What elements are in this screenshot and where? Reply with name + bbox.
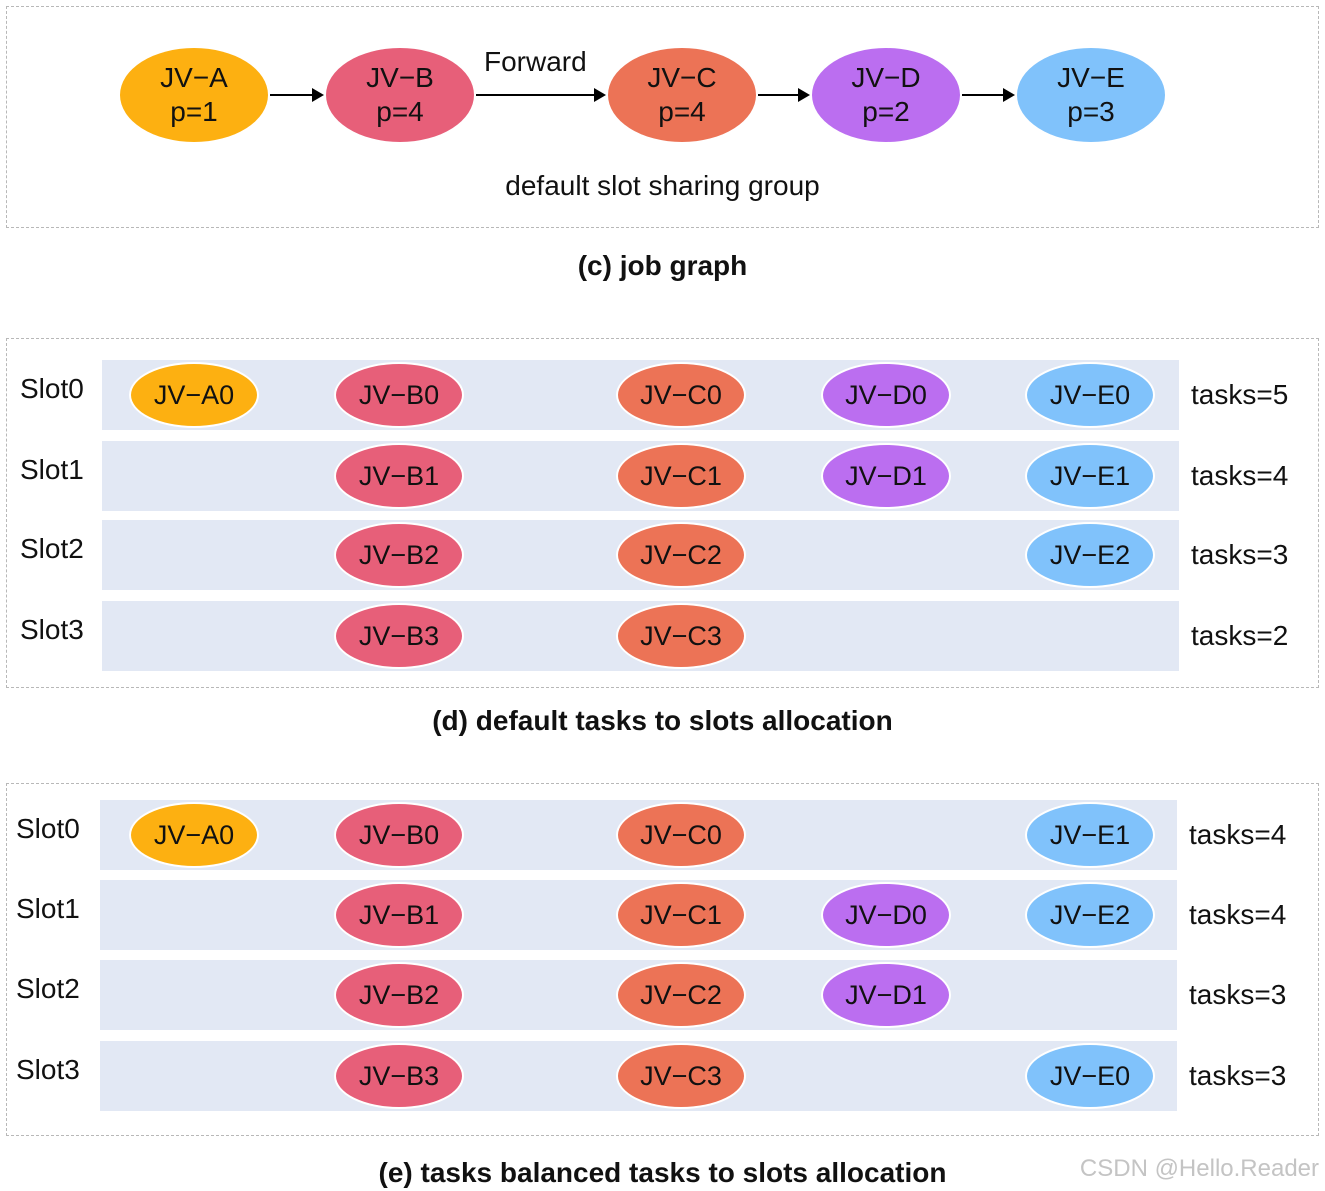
default-allocation-panel [6, 338, 1319, 688]
default-task-count: tasks=2 [1191, 620, 1289, 651]
default-task-count: tasks=3 [1191, 539, 1289, 570]
balanced-task-count: tasks=4 [1189, 899, 1287, 930]
balanced-task-count: tasks=4 [1189, 819, 1287, 850]
default-task-node: JV−B1 [334, 443, 464, 509]
default-task-count: tasks=5 [1191, 379, 1289, 410]
balanced-task-node: JV−B3 [334, 1043, 464, 1109]
balanced-task-count: tasks=3 [1189, 1060, 1287, 1091]
job-vertex-c-parallelism: p=4 [658, 96, 706, 127]
balanced-task-node: JV−D0 [821, 882, 951, 948]
balanced-task-node: JV−B2 [334, 962, 464, 1028]
default-task-node: JV−A0 [129, 362, 259, 428]
default-task-node: JV−B3 [334, 603, 464, 669]
job-vertex-d: JV−D p=2 [812, 48, 960, 142]
job-graph-caption: (c) job graph [577, 250, 748, 281]
balanced-task-node: JV−E0 [1025, 1043, 1155, 1109]
balanced-task-node: JV−C3 [616, 1043, 746, 1109]
default-task-node: JV−D0 [821, 362, 951, 428]
job-vertex-e-parallelism: p=3 [1067, 96, 1115, 127]
job-graph-panel [6, 6, 1319, 228]
edge-d-e-arrow [962, 88, 1015, 102]
balanced-slot-label: Slot3 [16, 1054, 80, 1085]
default-task-node: JV−B2 [334, 522, 464, 588]
job-vertex-c-name: JV−C [647, 62, 717, 93]
default-task-node: JV−E0 [1025, 362, 1155, 428]
default-task-node: JV−E2 [1025, 522, 1155, 588]
balanced-task-node: JV−C1 [616, 882, 746, 948]
balanced-allocation-panel [6, 783, 1319, 1136]
job-vertex-d-name: JV−D [851, 62, 921, 93]
balanced-task-node: JV−C2 [616, 962, 746, 1028]
default-task-node: JV−C0 [616, 362, 746, 428]
balanced-slot-label: Slot2 [16, 973, 80, 1004]
default-task-node: JV−B0 [334, 362, 464, 428]
slot-sharing-group-label: default slot sharing group [505, 170, 820, 201]
balanced-task-node: JV−C0 [616, 802, 746, 868]
job-vertex-b-name: JV−B [366, 62, 434, 93]
job-vertex-a: JV−A p=1 [120, 48, 268, 142]
balanced-task-node: JV−E1 [1025, 802, 1155, 868]
edge-c-d-arrow [758, 88, 810, 102]
balanced-task-count: tasks=3 [1189, 979, 1287, 1010]
balanced-task-node: JV−B0 [334, 802, 464, 868]
balanced-slot-label: Slot1 [16, 893, 80, 924]
default-slot-label: Slot1 [20, 454, 84, 485]
default-slot-label: Slot0 [20, 373, 84, 404]
default-task-count: tasks=4 [1191, 460, 1289, 491]
balanced-task-node: JV−D1 [821, 962, 951, 1028]
edge-b-c-arrow [476, 88, 606, 102]
default-task-node: JV−C2 [616, 522, 746, 588]
balanced-task-node: JV−B1 [334, 882, 464, 948]
balanced-slot-label: Slot0 [16, 813, 80, 844]
edge-a-b-arrow [270, 88, 324, 102]
default-task-node: JV−D1 [821, 443, 951, 509]
forward-edge-label: Forward [484, 46, 587, 77]
job-vertex-e: JV−E p=3 [1017, 48, 1165, 142]
default-slot-label: Slot3 [20, 614, 84, 645]
balanced-task-node: JV−E2 [1025, 882, 1155, 948]
default-task-node: JV−C3 [616, 603, 746, 669]
watermark-text: CSDN @Hello.Reader [1079, 1155, 1319, 1182]
balanced-allocation-caption: (e) tasks balanced tasks to slots alloca… [378, 1157, 947, 1188]
default-slot-label: Slot2 [20, 533, 84, 564]
job-vertex-a-name: JV−A [160, 62, 228, 93]
job-vertex-e-name: JV−E [1057, 62, 1125, 93]
job-vertex-d-parallelism: p=2 [862, 96, 910, 127]
job-vertex-c: JV−C p=4 [608, 48, 756, 142]
job-vertex-b-parallelism: p=4 [376, 96, 424, 127]
default-allocation-caption: (d) default tasks to slots allocation [432, 705, 893, 736]
balanced-task-node: JV−A0 [129, 802, 259, 868]
job-vertex-a-parallelism: p=1 [170, 96, 218, 127]
default-task-node: JV−E1 [1025, 443, 1155, 509]
default-task-node: JV−C1 [616, 443, 746, 509]
job-vertex-b: JV−B p=4 [326, 48, 474, 142]
